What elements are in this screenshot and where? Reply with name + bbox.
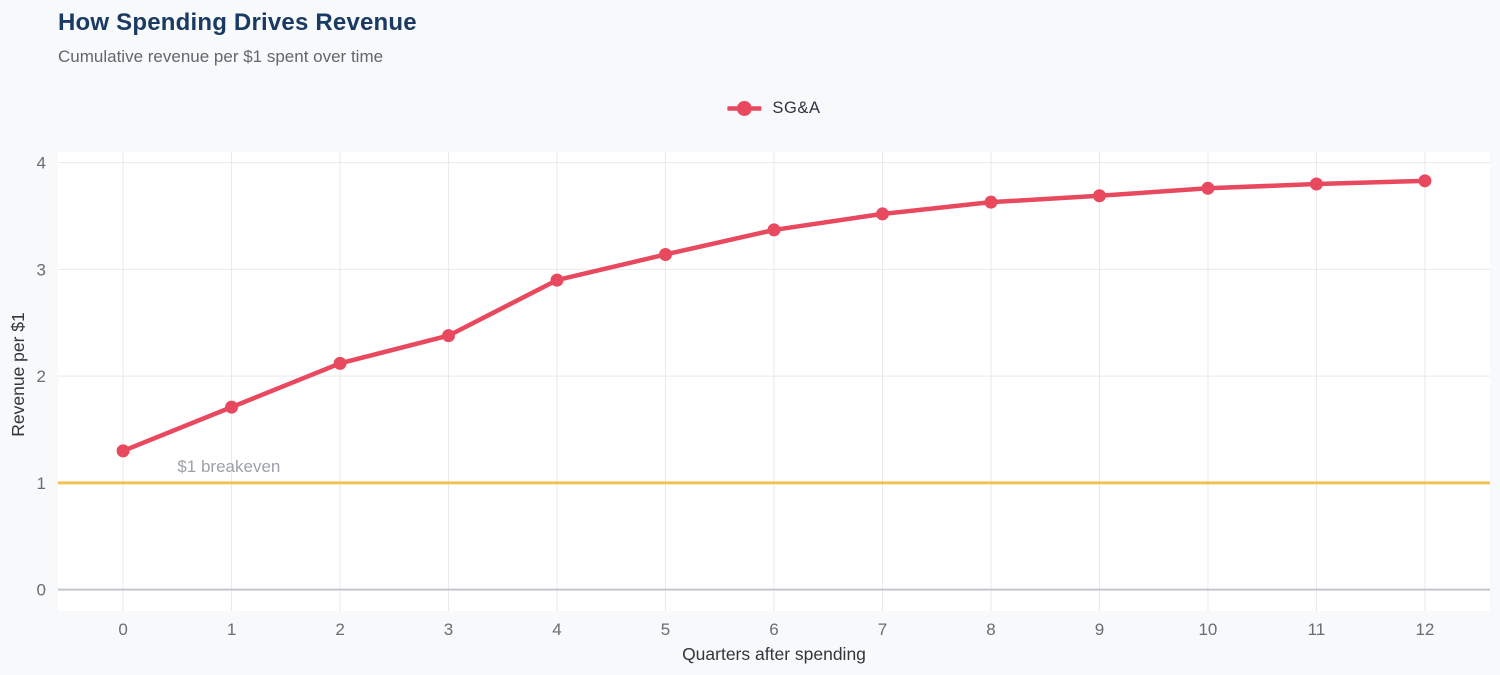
data-point <box>1309 177 1323 191</box>
data-point <box>767 223 781 237</box>
y-axis-tick-labels: 0 1 2 3 4 <box>37 154 46 600</box>
data-point <box>116 444 130 458</box>
chart-title: How Spending Drives Revenue <box>58 9 417 36</box>
svg-text:2: 2 <box>37 367 46 386</box>
svg-text:5: 5 <box>661 620 670 639</box>
svg-text:4: 4 <box>37 154 46 173</box>
svg-text:0: 0 <box>37 581 46 600</box>
y-axis-title: Revenue per $1 <box>8 312 28 437</box>
data-point <box>333 356 347 370</box>
svg-text:11: 11 <box>1308 620 1326 639</box>
svg-text:7: 7 <box>878 620 887 639</box>
svg-text:4: 4 <box>552 620 561 639</box>
chart-subtitle: Cumulative revenue per $1 spent over tim… <box>58 47 384 66</box>
data-point <box>442 329 456 343</box>
legend[interactable]: SG&A <box>727 99 820 118</box>
x-axis-tick-labels: 0 1 2 3 4 5 6 7 8 9 10 11 12 <box>118 620 1434 639</box>
svg-text:3: 3 <box>37 260 46 279</box>
data-point <box>225 400 239 414</box>
svg-text:6: 6 <box>769 620 778 639</box>
svg-text:2: 2 <box>335 620 344 639</box>
svg-text:8: 8 <box>986 620 995 639</box>
legend-line-marker-icon <box>727 101 762 116</box>
data-point <box>550 273 564 287</box>
series-SG&A <box>116 174 1432 458</box>
data-point <box>659 247 673 261</box>
svg-text:3: 3 <box>444 620 453 639</box>
data-point <box>875 207 889 221</box>
data-point <box>1201 181 1215 195</box>
svg-text:12: 12 <box>1415 620 1434 639</box>
x-axis-title: Quarters after spending <box>682 644 866 664</box>
svg-text:1: 1 <box>227 620 236 639</box>
data-point <box>1418 174 1432 188</box>
legend-series-label: SG&A <box>772 99 821 117</box>
svg-text:10: 10 <box>1198 620 1217 639</box>
svg-text:0: 0 <box>118 620 127 639</box>
data-point <box>984 195 998 209</box>
breakeven-label: $1 breakeven <box>177 457 280 476</box>
data-point <box>1092 189 1106 203</box>
svg-text:9: 9 <box>1095 620 1104 639</box>
svg-text:1: 1 <box>37 474 46 493</box>
